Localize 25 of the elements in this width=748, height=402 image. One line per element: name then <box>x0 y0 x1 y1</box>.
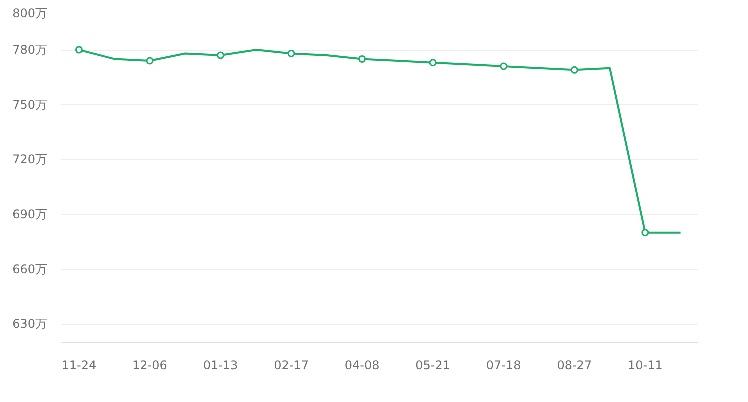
y-tick-label: 800万 <box>12 6 48 20</box>
point <box>146 57 154 65</box>
point <box>642 229 650 237</box>
x-tick-label: 10-11 <box>628 358 663 372</box>
y-tick-label: 750万 <box>12 98 48 112</box>
point <box>288 50 296 58</box>
x-tick-label: 07-18 <box>486 358 522 372</box>
point <box>358 55 366 63</box>
y-tick-label: 780万 <box>12 43 48 58</box>
point <box>217 52 224 60</box>
x-tick-label: 05-21 <box>416 358 451 372</box>
x-tick-label: 12-06 <box>132 358 168 372</box>
y-tick-label: 630万 <box>12 317 48 332</box>
x-tick-label: 11-24 <box>62 358 97 372</box>
x-tick-label: 08-27 <box>557 358 592 372</box>
y-tick-label: 720万 <box>12 152 48 167</box>
point <box>500 62 508 70</box>
point <box>570 66 578 74</box>
y-tick-label: 660万 <box>12 262 48 276</box>
point <box>75 46 83 54</box>
x-tick-label: 04-08 <box>344 358 380 372</box>
point <box>429 59 437 67</box>
x-tick-label: 02-17 <box>274 358 309 372</box>
x-tick-label: 01-13 <box>203 358 238 372</box>
y-tick-label: 690万 <box>12 208 48 222</box>
